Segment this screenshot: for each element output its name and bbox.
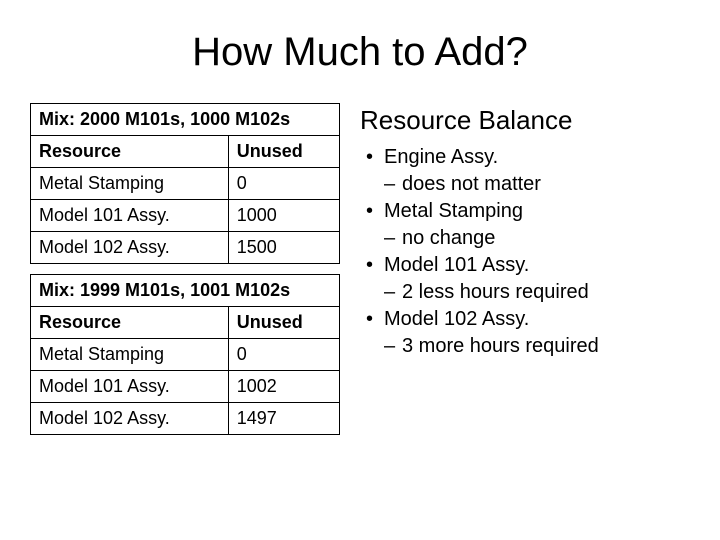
bullet-list: Engine Assy. does not matter Metal Stamp… — [360, 144, 690, 360]
tables-column: Mix: 2000 M101s, 1000 M102s Resource Unu… — [30, 103, 340, 445]
table-row: Model 102 Assy. 1500 — [31, 232, 340, 264]
item-sub: 3 more hours required — [384, 333, 690, 360]
cell-unused: 0 — [228, 339, 339, 371]
cell-resource: Model 102 Assy. — [31, 232, 229, 264]
cell-resource: Model 102 Assy. — [31, 403, 229, 435]
col-header-unused: Unused — [228, 307, 339, 339]
resource-balance-column: Resource Balance Engine Assy. does not m… — [360, 103, 690, 445]
section-heading: Resource Balance — [360, 105, 690, 136]
table-row: Resource Unused — [31, 136, 340, 168]
table-row: Model 101 Assy. 1000 — [31, 200, 340, 232]
slide: How Much to Add? Mix: 2000 M101s, 1000 M… — [0, 0, 720, 540]
slide-title: How Much to Add? — [30, 30, 690, 75]
item-sub: 2 less hours required — [384, 279, 690, 306]
cell-resource: Metal Stamping — [31, 339, 229, 371]
cell-resource: Metal Stamping — [31, 168, 229, 200]
mix-table-1: Mix: 2000 M101s, 1000 M102s Resource Unu… — [30, 103, 340, 264]
list-item: Engine Assy. does not matter — [366, 144, 690, 198]
list-item: Model 102 Assy. 3 more hours required — [366, 306, 690, 360]
table-row: Metal Stamping 0 — [31, 168, 340, 200]
table-row: Mix: 1999 M101s, 1001 M102s — [31, 275, 340, 307]
table-row: Resource Unused — [31, 307, 340, 339]
col-header-resource: Resource — [31, 136, 229, 168]
item-label: Metal Stamping — [384, 200, 523, 222]
cell-unused: 1000 — [228, 200, 339, 232]
cell-unused: 1002 — [228, 371, 339, 403]
mix-label: Mix: 1999 M101s, 1001 M102s — [31, 275, 340, 307]
cell-resource: Model 101 Assy. — [31, 371, 229, 403]
item-sub: no change — [384, 225, 690, 252]
list-item: Model 101 Assy. 2 less hours required — [366, 252, 690, 306]
cell-unused: 1497 — [228, 403, 339, 435]
item-label: Model 101 Assy. — [384, 254, 529, 276]
item-sub: does not matter — [384, 171, 690, 198]
table-row: Model 102 Assy. 1497 — [31, 403, 340, 435]
mix-table-2: Mix: 1999 M101s, 1001 M102s Resource Unu… — [30, 274, 340, 435]
item-label: Engine Assy. — [384, 146, 498, 168]
item-label: Model 102 Assy. — [384, 308, 529, 330]
table-row: Model 101 Assy. 1002 — [31, 371, 340, 403]
cell-resource: Model 101 Assy. — [31, 200, 229, 232]
col-header-unused: Unused — [228, 136, 339, 168]
cell-unused: 1500 — [228, 232, 339, 264]
col-header-resource: Resource — [31, 307, 229, 339]
cell-unused: 0 — [228, 168, 339, 200]
mix-label: Mix: 2000 M101s, 1000 M102s — [31, 104, 340, 136]
list-item: Metal Stamping no change — [366, 198, 690, 252]
table-row: Metal Stamping 0 — [31, 339, 340, 371]
content-row: Mix: 2000 M101s, 1000 M102s Resource Unu… — [30, 103, 690, 445]
table-row: Mix: 2000 M101s, 1000 M102s — [31, 104, 340, 136]
